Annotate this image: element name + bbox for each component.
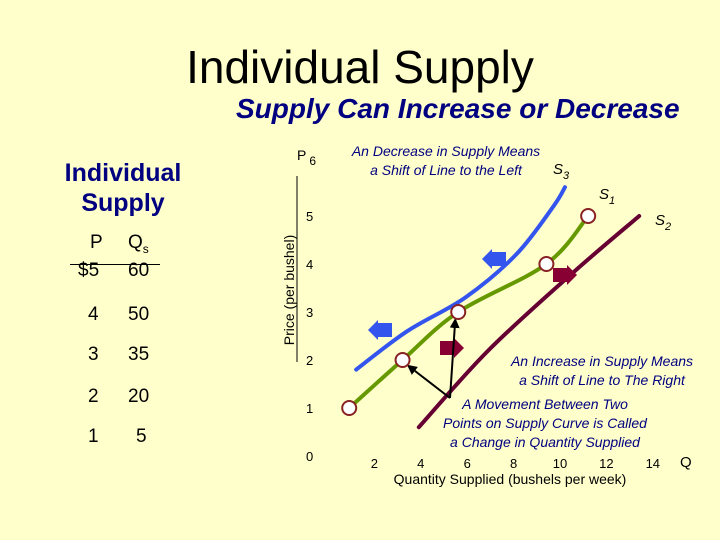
schedule-quantity-cell: 5 xyxy=(136,426,147,447)
y-tick-label: 5 xyxy=(306,209,313,224)
slide-title: Individual Supply xyxy=(186,41,534,93)
left-shift-arrow xyxy=(482,249,506,269)
supply-point-marker xyxy=(450,304,467,320)
point-markers-layer xyxy=(341,208,597,416)
schedule-price-cell: 3 xyxy=(88,344,99,365)
supply-point-marker xyxy=(538,256,555,272)
increase-annotation: An Increase in Supply Means a Shift of Li… xyxy=(510,353,693,388)
schedule-price-cell: 1 xyxy=(88,426,99,447)
shift-arrow-body xyxy=(378,323,392,337)
x-tick-label: 12 xyxy=(599,456,613,471)
curve-label-s3: S3 xyxy=(553,161,570,182)
shift-arrow-head xyxy=(368,320,378,340)
curve-label-s1: S1 xyxy=(599,186,615,207)
quantity-column-header: Qs xyxy=(128,232,149,256)
supply-point-marker xyxy=(341,400,358,416)
schedule-quantity-cell: 20 xyxy=(128,386,150,407)
schedule-quantity-cell: 35 xyxy=(128,344,150,365)
y-tick-label: 2 xyxy=(306,353,313,368)
shift-arrow-head xyxy=(567,265,577,285)
x-tick-label: 8 xyxy=(510,456,517,471)
shift-arrow-body xyxy=(553,268,567,282)
movement-arrow xyxy=(406,364,451,399)
x-tick-label: 2 xyxy=(371,456,378,471)
movement-annotation: A Movement Between Two Points on Supply C… xyxy=(443,396,648,450)
table-header-rule xyxy=(70,264,160,265)
shift-arrow-body xyxy=(440,341,454,355)
supply-curve-s3 xyxy=(354,185,567,372)
y-tick-label: 1 xyxy=(306,401,313,416)
supply-point-marker xyxy=(394,352,411,368)
schedule-quantity-cell: 60 xyxy=(128,260,150,281)
shift-arrow-head xyxy=(454,338,464,358)
decrease-annotation: An Decrease in Supply Means a Shift of Li… xyxy=(351,143,540,178)
x-tick-label: 14 xyxy=(646,456,660,471)
slide-subtitle: Supply Can Increase or Decrease xyxy=(236,93,680,124)
movement-arrow xyxy=(449,318,460,399)
shift-arrow-head xyxy=(482,249,492,269)
supply-point-marker xyxy=(580,208,597,224)
schedule-price-cell: 2 xyxy=(88,386,99,407)
x-axis-title: Quantity Supplied (bushels per week) xyxy=(394,471,627,487)
x-axis-end-label: Q xyxy=(680,454,692,471)
y-tick-label: 0 xyxy=(306,449,313,464)
right-shift-arrow xyxy=(553,265,577,285)
price-column-header: P xyxy=(90,232,103,253)
x-tick-label: 4 xyxy=(417,456,424,471)
y-tick-label: 3 xyxy=(306,305,313,320)
right-shift-arrow xyxy=(440,338,464,358)
schedule-price-cell: 4 xyxy=(88,304,99,325)
y-tick-label: 4 xyxy=(306,257,313,272)
shift-arrow-body xyxy=(492,252,506,266)
y-axis-title: Price (per bushel) xyxy=(281,235,297,346)
x-tick-label: 6 xyxy=(464,456,471,471)
schedule-quantity-cell: 50 xyxy=(128,304,150,325)
curve-label-s2: S2 xyxy=(655,212,671,233)
x-tick-label: 10 xyxy=(553,456,567,471)
left-shift-arrow xyxy=(368,320,392,340)
shift-arrows-layer xyxy=(368,249,577,399)
curves-layer xyxy=(347,185,642,430)
schedule-price-cell: $5 xyxy=(78,260,100,281)
schedule-heading: Individual Supply xyxy=(64,159,182,217)
